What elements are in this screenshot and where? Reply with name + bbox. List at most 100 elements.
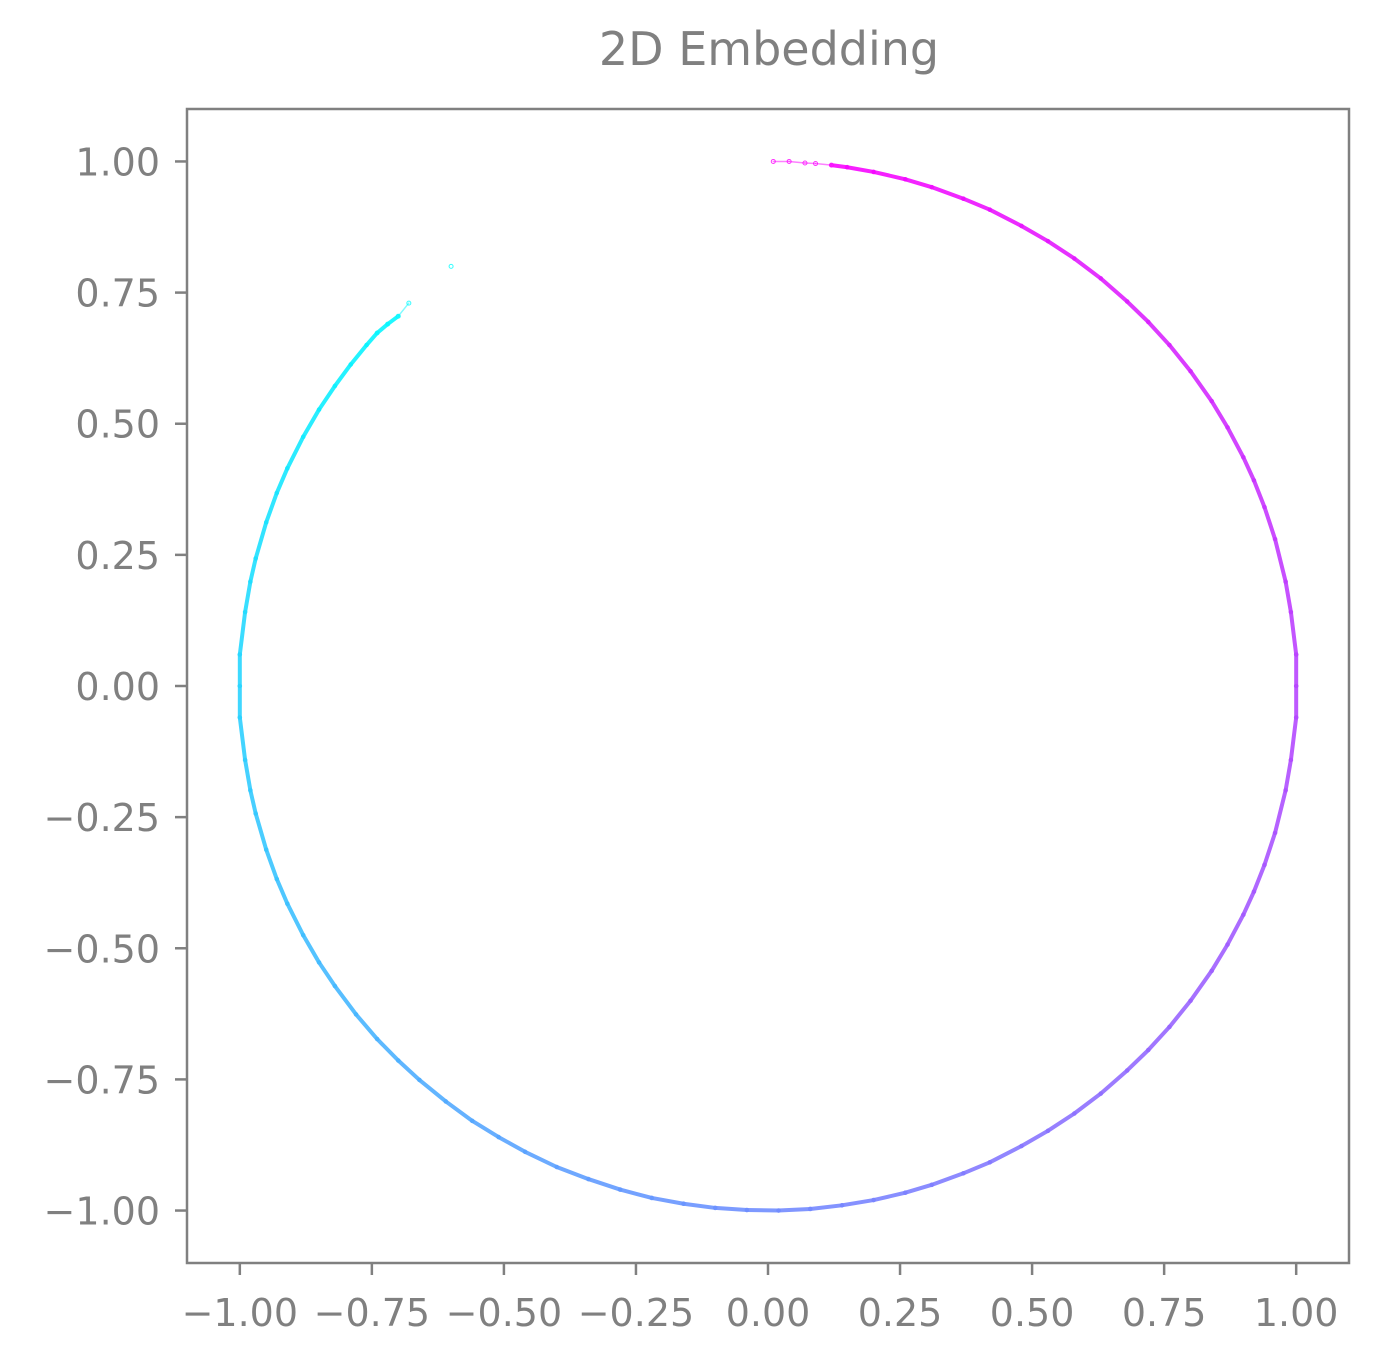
data-segment [301,407,322,439]
data-point [987,1159,993,1165]
data-point [961,1171,966,1176]
data-point [237,652,243,657]
data-segment [929,185,966,201]
data-point [263,847,269,852]
data-segment [1045,239,1077,261]
data-point [1098,1091,1104,1096]
data-segment [274,877,290,906]
data-segment [1188,968,1214,1003]
data-point [844,164,850,170]
data-point [406,300,412,306]
data-point [1293,652,1299,657]
data-segment [1125,1048,1151,1073]
data-point [374,330,380,336]
data-segment [554,1165,591,1182]
data-point [253,556,258,561]
data-segment [586,1177,623,1192]
data-segment [961,196,992,212]
data-segment [1167,343,1193,374]
data-segment [364,330,380,348]
data-segment [845,165,876,174]
data-point [285,901,290,906]
data-point [253,811,258,816]
y-tick-label: −1.00 [44,1190,160,1234]
y-tick-label: −0.75 [44,1058,160,1102]
data-point [248,579,253,584]
data-segment [713,1205,749,1213]
data-point [554,1164,560,1170]
data-segment [253,520,269,561]
data-segment [375,1037,401,1063]
y-tick-label: 0.00 [75,665,160,709]
data-point [274,876,280,882]
data-segment [681,1201,718,1210]
data-segment [1072,1091,1103,1116]
data-point [903,176,908,182]
data-segment [987,1144,1024,1165]
data-point [744,1207,750,1213]
data-point [300,932,306,938]
x-tick-label: 1.00 [1254,1291,1339,1335]
data-segment [1273,788,1288,835]
data-point [248,788,253,793]
data-point [332,383,338,389]
data-point [300,434,306,440]
data-point [813,161,819,167]
data-point [285,466,290,471]
data-point [263,520,269,525]
data-point [1167,1024,1172,1030]
data-segment [1283,579,1293,615]
data-point [374,1036,380,1042]
data-segment [987,207,1024,228]
data-point [1262,862,1267,868]
data-point [987,207,993,213]
data-point [316,960,322,965]
data-point [1188,368,1193,374]
data-point [448,263,454,269]
data-point [961,196,966,201]
data-segment [274,466,290,495]
data-point [348,362,354,367]
data-point [522,1149,528,1155]
data-segment [808,1203,844,1211]
data-segment [618,1187,654,1200]
data-point [1209,968,1214,974]
y-tick-label: 0.50 [75,403,160,447]
data-segment [354,1012,380,1042]
data-segment [839,1198,876,1208]
data-segment [237,715,248,762]
data-point [1251,889,1257,894]
data-point [1124,1068,1130,1073]
data-segment [243,757,253,793]
data-point [770,158,776,164]
data-segment [1288,715,1299,762]
data-point [929,184,935,190]
data-segment [332,362,353,388]
data-segment [1225,912,1246,947]
data-segment [496,1135,528,1154]
data-segment [1251,478,1267,510]
data-point [681,1201,686,1207]
data-segment [264,847,279,882]
data-segment [317,383,337,412]
data-point [712,1205,718,1211]
data-segment [1262,505,1278,542]
data-point [1188,998,1193,1004]
data-point [1124,299,1130,304]
data-point [1072,256,1077,261]
data-point [242,757,248,763]
data-segment [1283,757,1293,793]
data-point [332,983,338,989]
data-point [364,342,369,348]
data-point [1072,1111,1077,1116]
data-point [1288,757,1294,763]
data-point [903,1190,908,1196]
x-tick-label: −1.00 [182,1291,298,1335]
y-tick-label: 0.25 [75,534,160,578]
data-segment [1019,223,1050,244]
data-point [1225,425,1230,430]
data-segment [285,901,306,938]
data-point [316,407,322,412]
data-segment [814,162,833,166]
